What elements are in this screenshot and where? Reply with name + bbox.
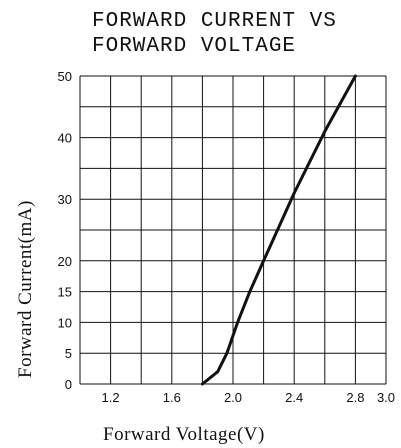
x-axis-ticks: 1.2 1.6 2.0 2.4 2.8 3.0 xyxy=(102,390,395,405)
series-line xyxy=(200,74,357,386)
x-tick-label: 2.4 xyxy=(285,390,303,405)
y-axis-ticks: 0 5 10 15 20 30 40 50 xyxy=(58,69,72,392)
x-tick-label: 3.0 xyxy=(377,390,395,405)
y-tick-label: 40 xyxy=(58,131,72,146)
chart-title: FORWARD CURRENT VS FORWARD VOLTAGE xyxy=(92,10,337,58)
chart-grid xyxy=(79,75,387,385)
y-tick-label: 5 xyxy=(65,346,72,361)
x-axis-label: Forward Voltage(V) xyxy=(103,424,265,445)
y-tick-label: 30 xyxy=(58,192,72,207)
y-axis-label: Forward Current(mA) xyxy=(15,200,36,378)
y-tick-label: 50 xyxy=(58,69,72,84)
y-tick-label: 20 xyxy=(58,254,72,269)
y-tick-label: 15 xyxy=(58,285,72,300)
x-tick-label: 1.6 xyxy=(163,390,181,405)
y-tick-label: 10 xyxy=(58,315,72,330)
y-tick-label: 0 xyxy=(65,377,72,392)
x-tick-label: 2.0 xyxy=(224,390,242,405)
x-tick-label: 2.8 xyxy=(346,390,364,405)
chart-title-line-2: FORWARD VOLTAGE xyxy=(92,35,296,58)
chart-title-line-1: FORWARD CURRENT VS xyxy=(92,10,337,33)
x-tick-label: 1.2 xyxy=(102,390,120,405)
